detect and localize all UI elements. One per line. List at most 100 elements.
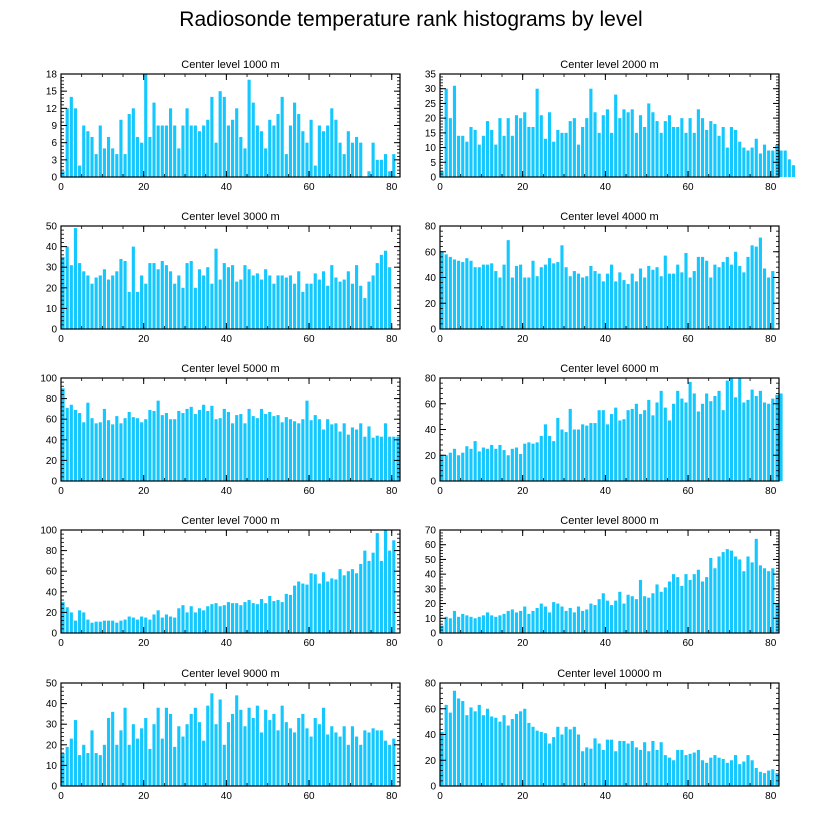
bar xyxy=(618,591,622,633)
bar xyxy=(375,263,379,329)
bar xyxy=(367,281,371,329)
bar xyxy=(177,608,181,633)
bar xyxy=(251,275,255,329)
y-tick-label: 30 xyxy=(46,720,58,731)
bar xyxy=(210,604,214,633)
bar xyxy=(86,402,90,481)
bar xyxy=(771,398,775,481)
bar xyxy=(189,713,193,786)
bar xyxy=(560,132,564,177)
bar xyxy=(193,125,197,177)
bar xyxy=(601,593,605,633)
bar xyxy=(388,436,392,481)
bar xyxy=(448,618,452,633)
bar xyxy=(626,743,630,786)
bar xyxy=(490,444,494,481)
bar xyxy=(556,129,560,177)
bar xyxy=(469,126,473,177)
bar xyxy=(738,265,742,329)
bar xyxy=(539,731,543,786)
bar xyxy=(197,269,202,329)
bar xyxy=(490,716,494,786)
bar xyxy=(572,271,576,329)
x-tick-label: 40 xyxy=(221,182,233,193)
bar xyxy=(494,448,498,481)
bar xyxy=(82,744,86,786)
bar xyxy=(284,593,288,633)
bar xyxy=(444,254,448,329)
x-tick-label: 0 xyxy=(437,638,443,649)
bar xyxy=(297,114,301,177)
bar xyxy=(734,397,738,481)
bar xyxy=(473,711,477,786)
bar xyxy=(239,605,243,633)
bar xyxy=(680,118,684,177)
y-tick-label: 80 xyxy=(425,679,437,690)
bar xyxy=(605,273,609,329)
bar xyxy=(514,612,519,633)
bar xyxy=(581,126,585,177)
bar xyxy=(202,275,206,329)
bar xyxy=(688,381,692,481)
bar xyxy=(473,618,477,633)
bar xyxy=(189,261,193,329)
bar xyxy=(94,753,98,786)
bar xyxy=(721,758,725,786)
bar xyxy=(185,612,189,633)
bar xyxy=(552,737,556,786)
bar xyxy=(235,695,239,786)
bar xyxy=(388,171,392,177)
bar xyxy=(342,154,346,177)
bar xyxy=(457,455,461,481)
bar xyxy=(111,424,115,481)
bar xyxy=(725,256,729,329)
bar xyxy=(243,726,247,786)
bar xyxy=(527,722,531,786)
bar xyxy=(510,277,514,329)
x-tick-label: 60 xyxy=(682,486,694,497)
x-tick-label: 80 xyxy=(386,334,398,345)
y-tick-label: 60 xyxy=(425,399,437,410)
bar xyxy=(119,620,123,633)
bar xyxy=(226,125,230,177)
bar xyxy=(452,85,457,177)
bar xyxy=(622,419,626,481)
bar xyxy=(268,411,272,481)
bar xyxy=(581,424,585,481)
bar xyxy=(457,260,461,329)
bar xyxy=(355,265,359,329)
y-tick-label: 40 xyxy=(46,587,58,598)
bar xyxy=(680,585,684,633)
y-tick-label: 18 xyxy=(46,70,58,81)
bar xyxy=(119,258,123,329)
bar xyxy=(692,393,696,481)
bar xyxy=(680,272,684,329)
bar xyxy=(189,606,193,633)
bar xyxy=(655,402,659,481)
x-tick-label: 40 xyxy=(600,638,612,649)
bar xyxy=(222,96,226,177)
bar xyxy=(498,444,502,481)
bar xyxy=(177,275,181,329)
bar xyxy=(379,254,383,329)
bar xyxy=(519,610,523,633)
x-tick-label: 60 xyxy=(303,334,315,345)
plot-frame xyxy=(60,529,401,634)
bar xyxy=(218,91,222,177)
bar xyxy=(231,265,235,329)
bar xyxy=(680,749,684,786)
bar xyxy=(359,423,363,481)
bar xyxy=(61,388,65,481)
bar xyxy=(371,728,375,786)
bar xyxy=(280,422,284,481)
bar xyxy=(700,118,705,177)
bar xyxy=(239,709,243,786)
bar xyxy=(535,88,539,177)
bar xyxy=(667,757,672,786)
bar xyxy=(379,159,383,177)
bar xyxy=(140,275,144,329)
bar xyxy=(448,452,452,481)
bar xyxy=(692,132,696,177)
bar xyxy=(73,409,78,481)
bar xyxy=(346,744,350,786)
